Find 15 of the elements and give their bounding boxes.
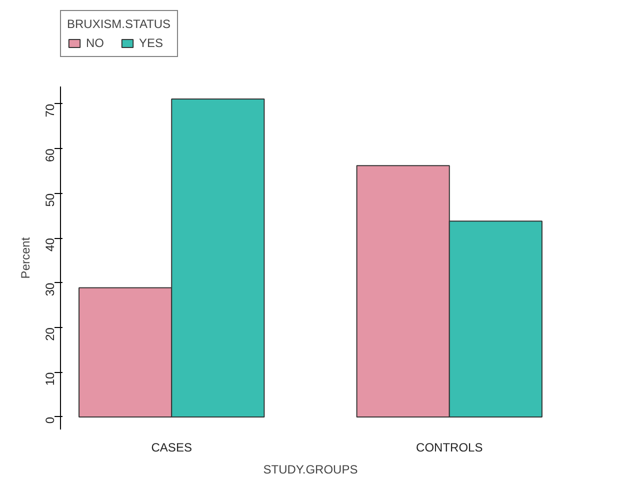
y-tick-label: 40 — [43, 238, 57, 252]
y-tick-label: 30 — [43, 282, 57, 296]
legend-label: NO — [86, 36, 105, 50]
y-tick-label: 70 — [43, 104, 57, 118]
legend-title: BRUXISM.STATUS — [67, 17, 171, 31]
y-tick-label: 0 — [43, 416, 57, 424]
y-tick-label: 20 — [43, 327, 57, 341]
y-tick-label: 60 — [43, 148, 57, 162]
y-axis-title: Percent — [18, 236, 32, 279]
y-tick-label: 50 — [43, 193, 57, 207]
x-axis-title: STUDY.GROUPS — [263, 462, 358, 476]
x-tick-label: CASES — [151, 440, 192, 454]
legend-label: YES — [139, 36, 164, 50]
y-tick-label: 10 — [43, 372, 57, 386]
x-tick-label: CONTROLS — [416, 440, 483, 454]
